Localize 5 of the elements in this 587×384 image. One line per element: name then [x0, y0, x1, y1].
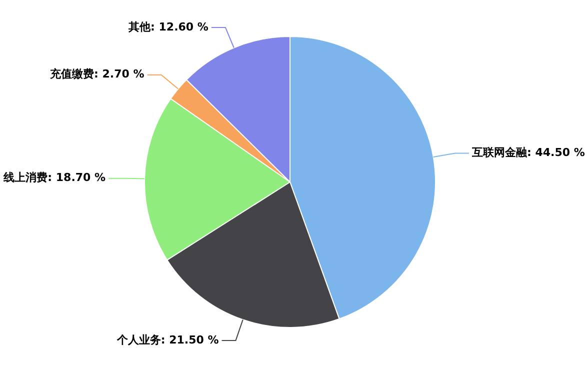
- slice-label: 其他: 12.60 %: [128, 20, 208, 34]
- slice-label: 充值缴费: 2.70 %: [49, 68, 144, 81]
- slice-label: 互联网金融: 44.50 %: [471, 146, 585, 160]
- slice-label: 线上消费: 18.70 %: [2, 171, 106, 184]
- slice-label: 个人业务: 21.50 %: [116, 333, 219, 346]
